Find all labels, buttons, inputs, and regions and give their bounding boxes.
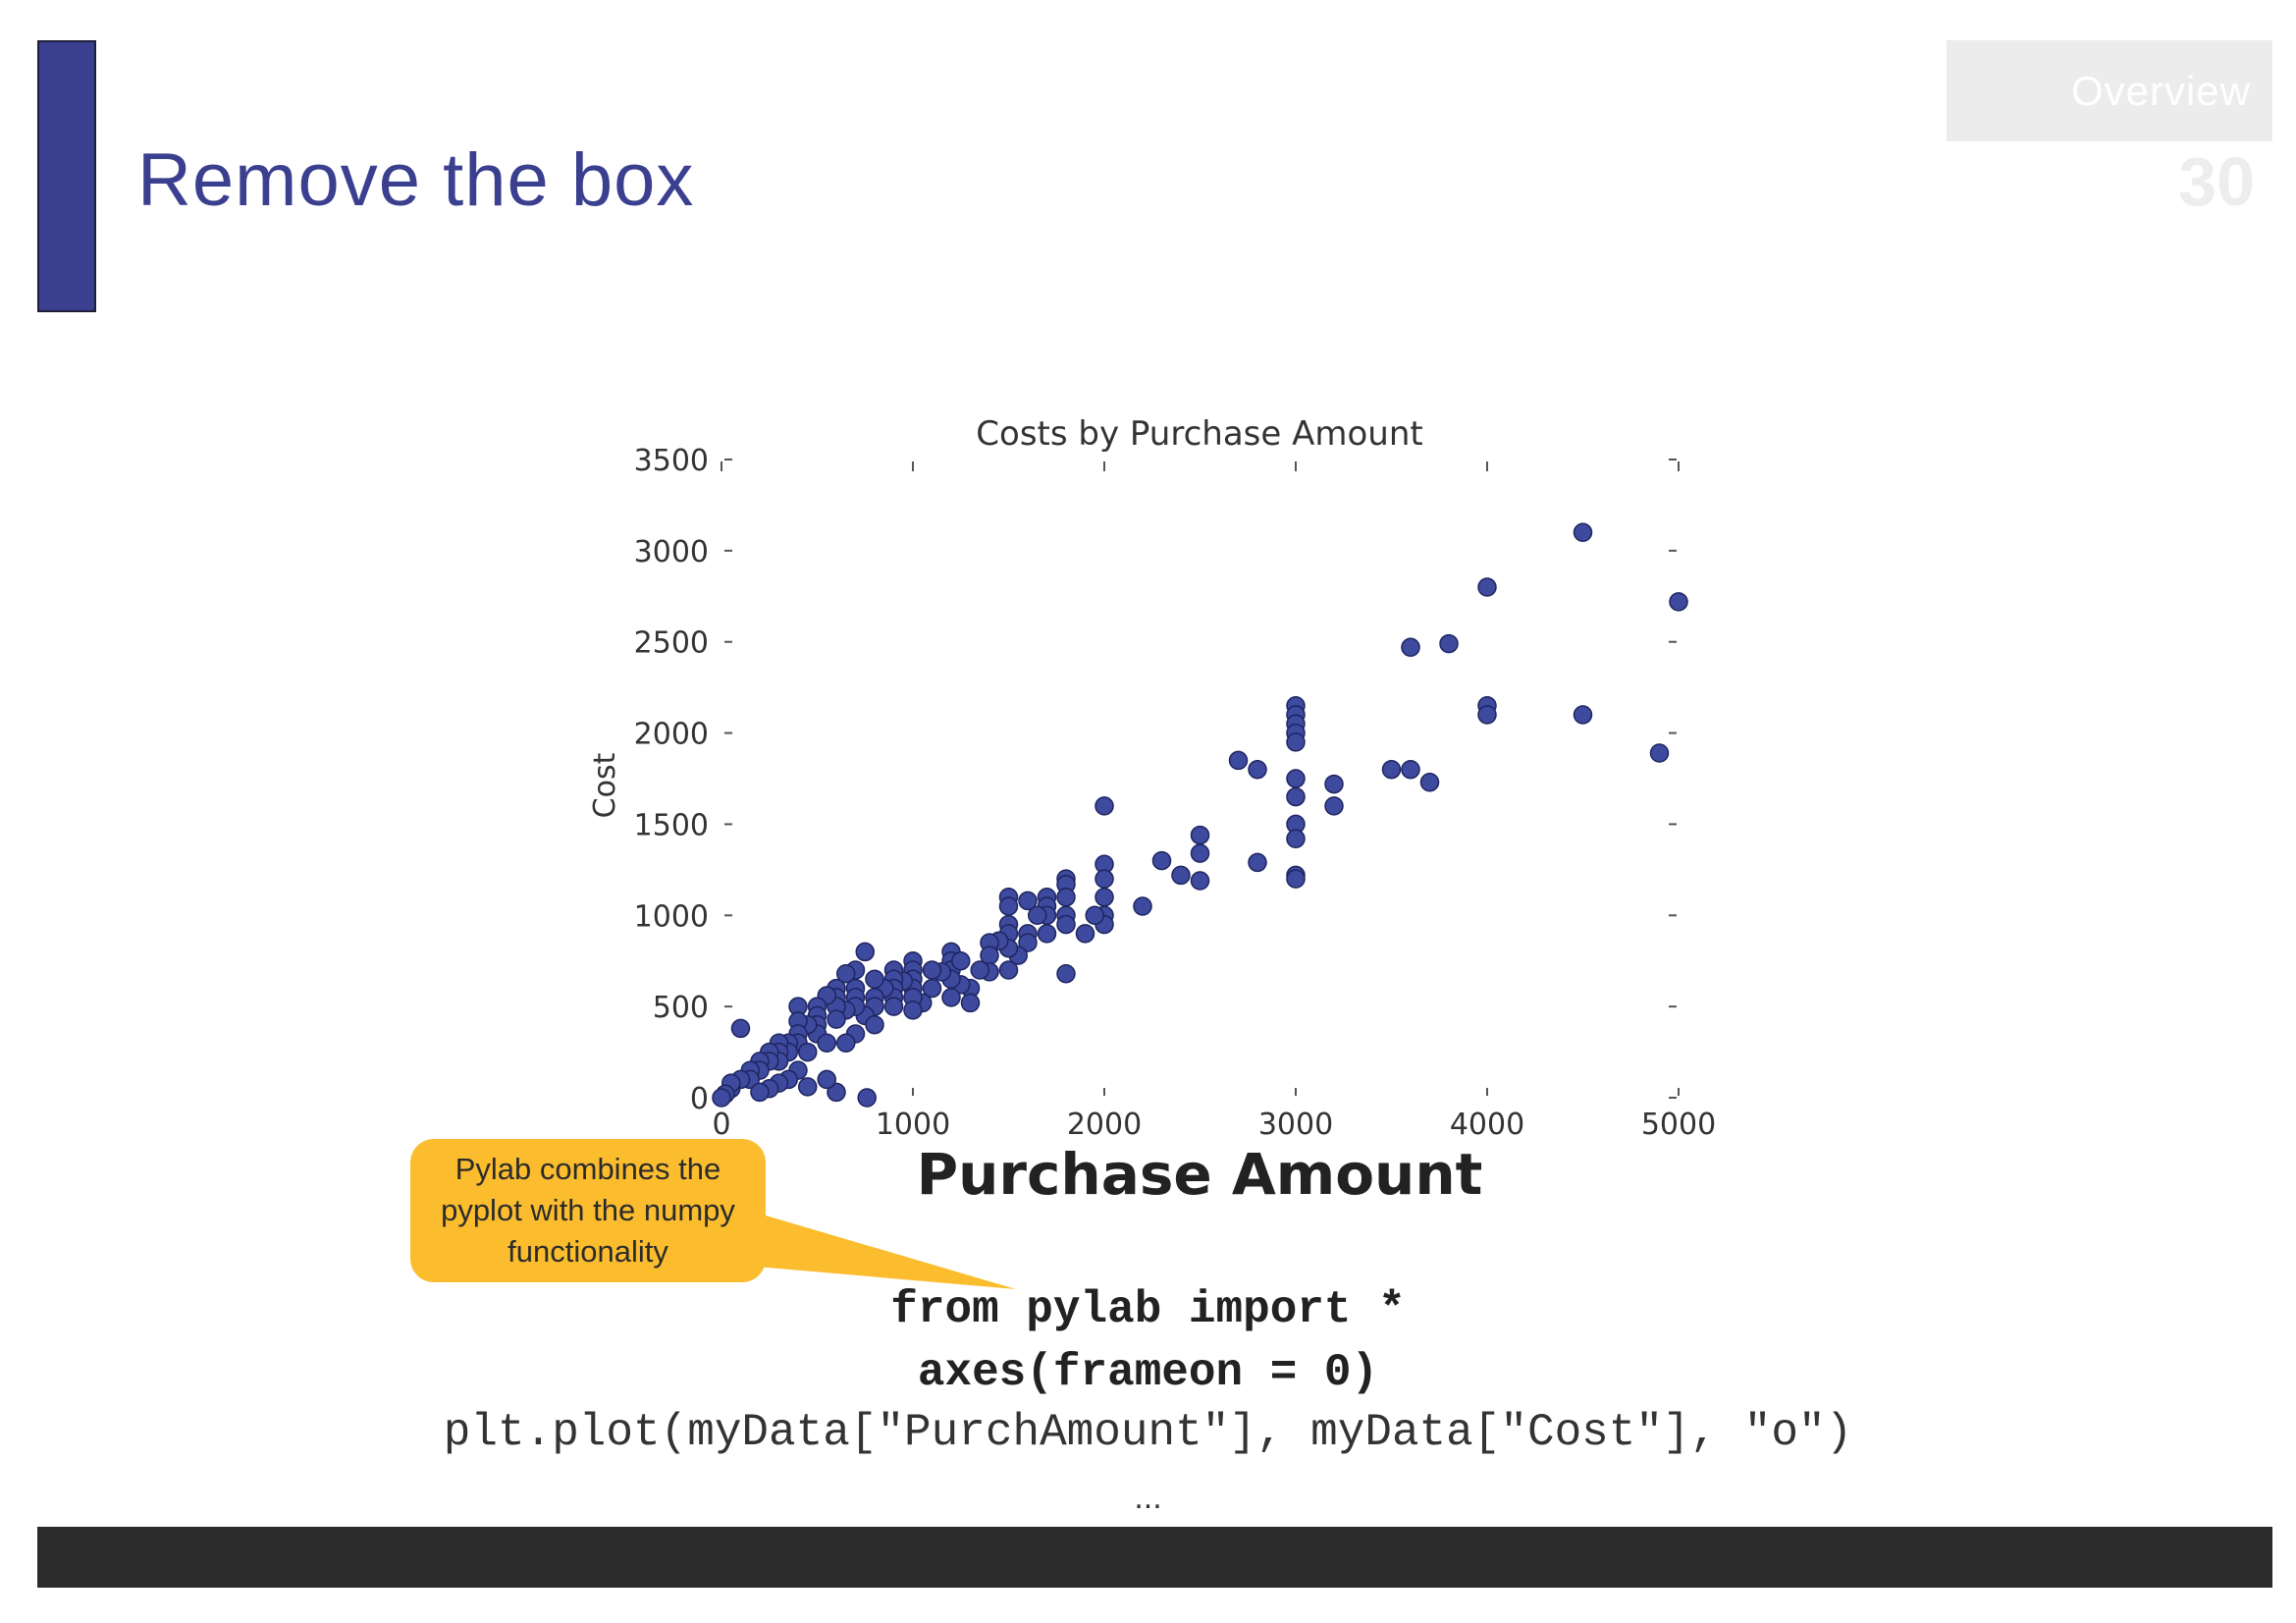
scatter-point [1095, 887, 1114, 907]
y-tick-label: 2500 [634, 626, 709, 661]
scatter-point [1056, 887, 1076, 907]
scatter-point [903, 1001, 923, 1020]
y-tick-label: 3500 [634, 444, 709, 478]
scatter-point [960, 993, 981, 1013]
y-tick-label: 3000 [634, 535, 709, 569]
y-axis-ticks: 0 500 1000 1500 2000 2500 3000 3500 [634, 444, 1677, 1116]
scatter-point [970, 960, 989, 980]
y-tick-label: 500 [653, 991, 709, 1025]
scatter-point [750, 1082, 770, 1103]
scatter-point [865, 1014, 884, 1035]
scatter-point [1286, 786, 1306, 807]
scatter-point [1381, 759, 1402, 780]
scatter-point [855, 942, 875, 962]
x-tick-label: 2000 [1067, 1108, 1142, 1142]
scatter-point [1324, 796, 1344, 816]
scatter-point [1477, 577, 1497, 597]
scatter-point [827, 1082, 846, 1103]
scatter-point [1095, 869, 1114, 889]
scatter-point [730, 1018, 751, 1039]
x-axis-ticks: 0 1000 2000 3000 4000 5000 [712, 461, 1716, 1142]
scatter-point [1419, 772, 1440, 792]
scatter-point [712, 1088, 731, 1108]
scatter-point [817, 1069, 836, 1090]
scatter-point [865, 969, 884, 990]
scatter-point [1401, 637, 1420, 658]
scatter-point [1056, 963, 1076, 984]
scatter-point [1248, 759, 1267, 780]
scatter-chart: Costs by Purchase Amount Cost Purchase A… [588, 414, 1716, 1208]
x-tick-label: 0 [712, 1108, 730, 1142]
overview-label: Overview [2070, 67, 2251, 114]
scatter-point [1095, 796, 1114, 816]
scatter-point [1573, 705, 1593, 725]
chart-title: Costs by Purchase Amount [976, 414, 1422, 454]
scatter-point [1037, 924, 1057, 944]
code-line-import: from pylab import * [890, 1284, 1406, 1335]
callout-note: Pylab combines the pyplot with the numpy… [410, 1139, 766, 1282]
code-line-axes: axes(frameon = 0) [917, 1347, 1379, 1398]
page-number: 30 [2178, 143, 2255, 220]
x-axis-label: Purchase Amount [917, 1141, 1483, 1208]
scatter-points [712, 522, 1688, 1108]
scatter-point [998, 896, 1019, 916]
scatter-point [798, 1042, 818, 1062]
scatter-point [998, 960, 1019, 980]
scatter-point [1018, 891, 1038, 911]
scatter-point [1248, 852, 1267, 873]
x-tick-label: 4000 [1450, 1108, 1524, 1142]
scatter-point [1228, 750, 1249, 771]
scatter-point [857, 1088, 877, 1108]
scatter-point [922, 960, 942, 980]
x-tick-label: 5000 [1641, 1108, 1716, 1142]
scatter-point [1133, 896, 1152, 916]
y-tick-label: 0 [690, 1082, 709, 1116]
y-tick-label: 1000 [634, 899, 709, 934]
scatter-point [1439, 633, 1459, 654]
scatter-point [1018, 933, 1038, 952]
scatter-point [798, 1077, 818, 1097]
y-axis-label: Cost [588, 752, 622, 818]
scatter-point [1151, 850, 1172, 871]
y-tick-label: 2000 [634, 718, 709, 752]
scatter-point [1286, 869, 1306, 889]
scatter-point [1171, 865, 1191, 886]
scatter-point [1669, 592, 1688, 612]
scatter-point [1190, 871, 1210, 891]
scatter-point [836, 1033, 856, 1054]
scatter-point [1190, 825, 1210, 845]
slide-title: Remove the box [137, 138, 695, 222]
scatter-point [1056, 914, 1076, 935]
scatter-point [883, 997, 904, 1016]
scatter-point [1075, 924, 1095, 944]
footer-bar [37, 1527, 2272, 1588]
scatter-point [836, 963, 856, 984]
scatter-point [1401, 759, 1420, 780]
scatter-point [1085, 905, 1104, 926]
scatter-point [1649, 743, 1670, 763]
scatter-point [1286, 732, 1306, 752]
scatter-point [1286, 769, 1306, 788]
scatter-point [1477, 705, 1497, 725]
scatter-point [827, 1009, 846, 1029]
scatter-point [922, 978, 942, 999]
scatter-point [1028, 905, 1047, 926]
scatter-point [817, 1033, 836, 1054]
scatter-point [1324, 774, 1344, 794]
x-tick-label: 1000 [876, 1108, 950, 1142]
y-tick-label: 1500 [634, 808, 709, 842]
scatter-point [1190, 843, 1210, 863]
callout-text: Pylab combines the pyplot with the numpy… [441, 1152, 735, 1269]
code-ellipsis: ... [1134, 1479, 1162, 1516]
x-tick-label: 3000 [1258, 1108, 1333, 1142]
scatter-point [1573, 522, 1593, 543]
overview-section-tab[interactable]: Overview [1947, 40, 2272, 141]
scatter-point [941, 988, 961, 1007]
scatter-point [951, 950, 971, 971]
code-line-plot: plt.plot(myData["PurchAmount"], myData["… [443, 1407, 1853, 1458]
scatter-point [1286, 829, 1306, 849]
title-accent-bar [37, 40, 96, 312]
